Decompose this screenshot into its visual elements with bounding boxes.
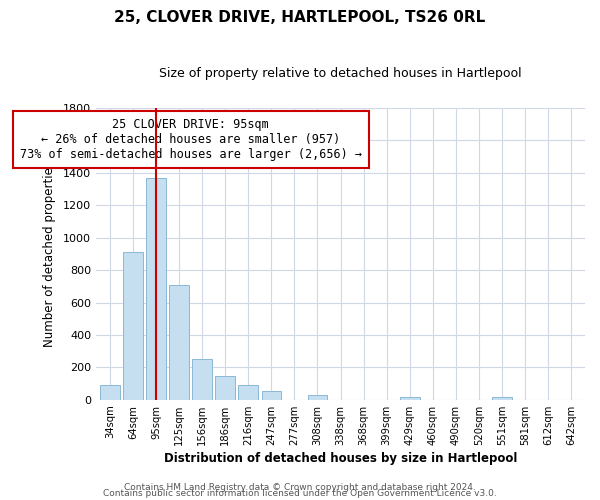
Bar xyxy=(238,385,258,400)
Bar xyxy=(308,395,327,400)
Bar xyxy=(169,284,189,400)
Y-axis label: Number of detached properties: Number of detached properties xyxy=(43,161,56,347)
Bar xyxy=(262,391,281,400)
Text: 25 CLOVER DRIVE: 95sqm
← 26% of detached houses are smaller (957)
73% of semi-de: 25 CLOVER DRIVE: 95sqm ← 26% of detached… xyxy=(20,118,362,161)
Bar xyxy=(100,385,120,400)
Bar xyxy=(400,398,419,400)
Bar xyxy=(123,252,143,400)
Bar xyxy=(193,360,212,400)
Title: Size of property relative to detached houses in Hartlepool: Size of property relative to detached ho… xyxy=(159,68,522,80)
X-axis label: Distribution of detached houses by size in Hartlepool: Distribution of detached houses by size … xyxy=(164,452,517,465)
Bar xyxy=(146,178,166,400)
Text: Contains public sector information licensed under the Open Government Licence v3: Contains public sector information licen… xyxy=(103,490,497,498)
Text: Contains HM Land Registry data © Crown copyright and database right 2024.: Contains HM Land Registry data © Crown c… xyxy=(124,484,476,492)
Bar xyxy=(492,398,512,400)
Bar xyxy=(215,376,235,400)
Text: 25, CLOVER DRIVE, HARTLEPOOL, TS26 0RL: 25, CLOVER DRIVE, HARTLEPOOL, TS26 0RL xyxy=(115,10,485,25)
